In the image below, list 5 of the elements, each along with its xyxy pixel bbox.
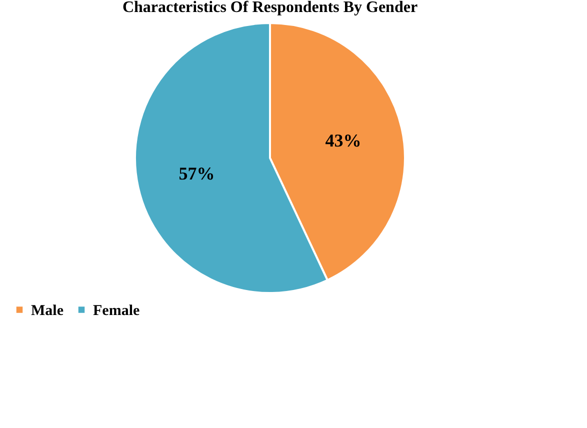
chart-title: Characteristics Of Respondents By Gender bbox=[122, 0, 418, 16]
data-label: 57% bbox=[178, 163, 215, 184]
legend-label: Female bbox=[93, 302, 140, 319]
legend-label: Male bbox=[31, 302, 64, 319]
data-label: 43% bbox=[325, 130, 362, 151]
